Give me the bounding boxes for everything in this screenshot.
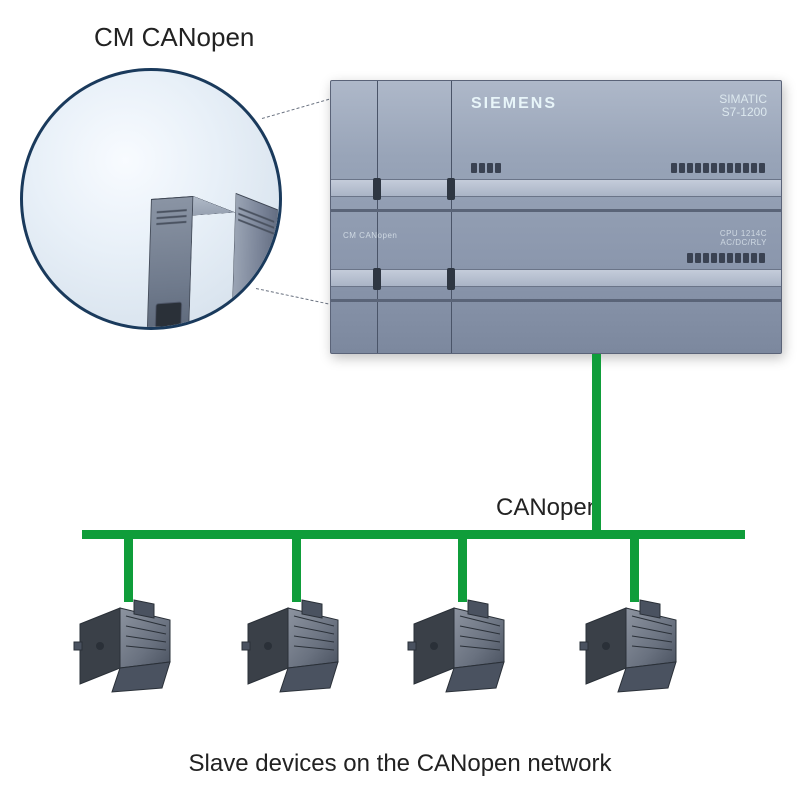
plc-segment-divider-1 — [377, 81, 378, 353]
caption-slave-devices: Slave devices on the CANopen network — [0, 750, 800, 778]
bus-stub-4 — [630, 530, 639, 602]
plc-cpu-line2: AC/DC/RLY — [720, 238, 767, 247]
slave-motor-2 — [240, 596, 350, 696]
bus-label-canopen: CANopen — [496, 494, 600, 522]
plc-cm-label: CM CANopen — [343, 231, 397, 240]
bus-stub-1 — [124, 530, 133, 602]
plc-segment-divider-2 — [451, 81, 452, 353]
plc-notch-4 — [447, 268, 455, 290]
plc-notch-2 — [373, 268, 381, 290]
slave-motor-1 — [72, 596, 182, 696]
plc-io-mid — [471, 163, 501, 173]
title-cm-canopen: CM CANopen — [94, 22, 254, 53]
plc-io-upper — [671, 163, 765, 173]
plc-s7-1200: SIEMENS SIMATIC S7-1200 CM CANopen CPU 1… — [330, 80, 782, 354]
slave-motor-4 — [578, 596, 688, 696]
bus-main-horizontal — [82, 530, 745, 539]
plc-model-line2: S7-1200 — [719, 106, 767, 119]
plc-rail-lower-light — [331, 269, 781, 287]
plc-rail-upper-dark — [331, 209, 781, 212]
leader-line-top — [262, 96, 339, 119]
bus-stub-2 — [292, 530, 301, 602]
plc-cpu-line1: CPU 1214C — [720, 229, 767, 238]
plc-notch-3 — [447, 178, 455, 200]
slave-motor-3 — [406, 596, 516, 696]
plc-rail-lower-dark — [331, 299, 781, 302]
plc-notch-1 — [373, 178, 381, 200]
plc-io-lower — [687, 253, 765, 263]
bus-drop-from-plc — [592, 354, 601, 539]
plc-cpu-label: CPU 1214C AC/DC/RLY — [720, 229, 767, 247]
bus-stub-3 — [458, 530, 467, 602]
plc-model-label: SIMATIC S7-1200 — [719, 93, 767, 119]
detail-callout-circle — [20, 68, 282, 330]
plc-rail-upper-light — [331, 179, 781, 197]
plc-brand-label: SIEMENS — [471, 95, 557, 113]
